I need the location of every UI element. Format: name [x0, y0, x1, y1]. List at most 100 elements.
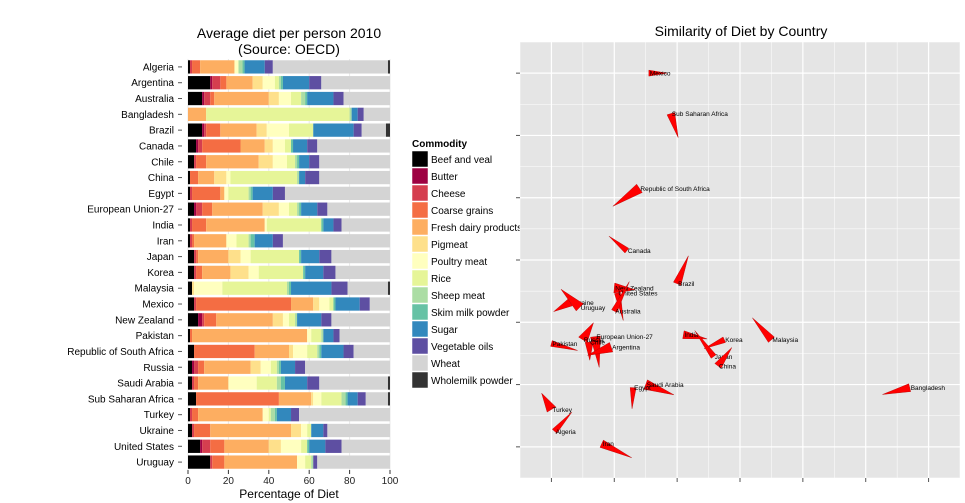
bar-segment — [282, 76, 310, 90]
bar-segment — [365, 392, 388, 406]
bar-segment — [202, 313, 205, 327]
scatter-point-label: United States — [618, 291, 658, 298]
bar-segment — [188, 218, 191, 232]
bar-segment — [385, 123, 390, 137]
bar-segment — [188, 281, 193, 295]
bar-segment — [313, 297, 320, 311]
bar-segment — [206, 123, 221, 137]
bar-segment — [256, 123, 267, 137]
bar-segment — [280, 376, 285, 390]
bar-segment — [268, 408, 271, 422]
bar-segment — [192, 234, 195, 248]
bar-segment — [319, 249, 332, 264]
bar-segment — [206, 155, 259, 169]
scatter-point-marker — [704, 336, 726, 349]
bar-category-label: Sub Saharan Africa — [88, 394, 175, 405]
bar-segment — [349, 107, 352, 121]
bar-segment — [319, 297, 330, 311]
scatter-point-marker — [682, 330, 708, 340]
bar-segment — [210, 455, 213, 469]
bar-segment — [289, 344, 294, 359]
bar-segment — [230, 170, 298, 185]
scatter-point-marker — [587, 342, 614, 356]
bar-category-label: China — [148, 173, 175, 184]
bar-segment — [359, 297, 370, 311]
bar-segment — [210, 76, 213, 90]
scatter-point-marker — [648, 69, 667, 77]
bar-segment — [343, 344, 354, 359]
bar-segment — [387, 60, 390, 74]
bar-segment — [293, 344, 308, 359]
bar-segment — [295, 155, 298, 169]
bar-segment — [264, 60, 273, 74]
bar-segment — [194, 423, 211, 438]
bar-segment — [188, 170, 191, 185]
bar-segment — [216, 313, 273, 327]
bar-segment — [317, 455, 390, 469]
bar-segment — [202, 202, 213, 216]
bar-category-label: Japan — [147, 252, 174, 263]
bar-segment — [291, 423, 302, 438]
bar-segment — [299, 249, 302, 264]
bar-category-label: Pakistan — [136, 331, 174, 342]
bar-segment — [313, 392, 322, 406]
bar-segment — [274, 76, 279, 90]
bar-segment — [335, 297, 360, 311]
scatter-point-marker — [578, 322, 594, 343]
bar-segment — [319, 344, 322, 359]
bar-segment — [260, 360, 271, 374]
bar-segment — [319, 376, 388, 390]
bar-segment — [276, 376, 281, 390]
bar-segment — [307, 328, 312, 343]
bar-segment — [236, 234, 249, 248]
scatter-point-marker — [673, 255, 689, 286]
scatter-point-label: Malaysia — [772, 337, 798, 344]
scatter-point-label: Republic of South Africa — [640, 186, 710, 193]
bar-segment — [220, 186, 225, 201]
bar-segment — [274, 408, 277, 422]
bar-segment — [192, 186, 221, 201]
bar-segment — [194, 249, 197, 264]
bar-segment — [311, 392, 314, 406]
bar-segment — [264, 139, 273, 153]
bar-segment — [188, 249, 195, 264]
bar-segment — [323, 328, 334, 343]
bar-segment — [192, 281, 195, 295]
bar-chart-title-line: (Source: OECD) — [238, 41, 340, 57]
legend-label: Beef and veal — [431, 155, 492, 166]
bar-segment — [196, 265, 203, 280]
bar-segment — [323, 265, 336, 280]
scatter-point-marker — [694, 330, 717, 359]
bar-segment — [202, 91, 205, 106]
scatter-point-marker — [584, 341, 594, 361]
bar-segment — [321, 313, 332, 327]
bar-segment — [198, 139, 203, 153]
scatter-point-label: Australia — [615, 309, 641, 316]
bar-segment — [289, 123, 314, 137]
scatter-point-label: Turkey — [552, 407, 572, 414]
bar-category-label: Canada — [139, 141, 174, 152]
bar-x-tick-label: 40 — [263, 476, 275, 487]
bar-segment — [341, 439, 390, 453]
bar-segment — [357, 392, 366, 406]
bar-segment — [188, 107, 207, 121]
bar-category-label: Saudi Arabia — [117, 379, 174, 390]
bar-segment — [291, 91, 302, 106]
bar-segment — [307, 439, 310, 453]
scatter-chart-title: Similarity of Diet by Country — [655, 23, 828, 39]
scatter-point-label: Saudi Arabia — [647, 382, 684, 389]
legend-swatch — [411, 252, 429, 270]
bar-segment — [190, 408, 193, 422]
bar-segment — [331, 249, 390, 264]
bar-segment — [196, 139, 199, 153]
bar-segment — [276, 408, 292, 422]
scatter-point-label: European Union-27 — [596, 334, 653, 341]
bar-segment — [299, 170, 306, 185]
bar-segment — [190, 186, 193, 201]
bar-segment — [278, 360, 281, 374]
bar-segment — [301, 91, 306, 106]
bar-segment — [333, 297, 336, 311]
scatter-point-marker — [882, 383, 911, 395]
scatter-point-label: Egypt — [634, 385, 651, 392]
